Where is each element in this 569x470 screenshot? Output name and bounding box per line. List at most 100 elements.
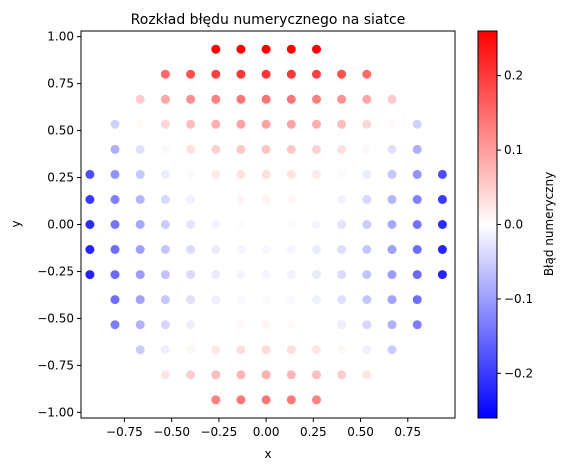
scatter-point	[186, 320, 196, 330]
scatter-point	[110, 245, 120, 254]
scatter-point	[211, 195, 221, 204]
x-tick-label: −0.50	[153, 425, 190, 439]
scatter-point	[236, 395, 246, 405]
scatter-point	[261, 345, 271, 355]
scatter-point	[186, 220, 196, 229]
scatter-point	[236, 245, 246, 254]
scatter-point	[312, 144, 321, 154]
scatter-point	[337, 220, 347, 229]
colorbar-label: Błąd numeryczny	[542, 172, 556, 276]
y-tick-label: −0.75	[37, 358, 74, 372]
scatter-point	[337, 270, 347, 280]
scatter-point	[362, 94, 372, 104]
scatter-point	[437, 270, 447, 280]
scatter-point	[186, 295, 196, 305]
y-tick-label: 0.75	[47, 77, 74, 91]
colorbar-tick-label: 0.2	[504, 69, 523, 83]
colorbar-tick-label: −0.1	[504, 292, 533, 306]
scatter-point	[110, 144, 120, 154]
colorbar-tick-label: −0.2	[504, 366, 533, 380]
scatter-point	[286, 69, 296, 79]
scatter-point	[312, 245, 321, 254]
scatter-point	[286, 295, 296, 305]
scatter-point	[312, 270, 321, 280]
scatter-point	[362, 69, 372, 79]
scatter-point	[160, 370, 170, 380]
scatter-point	[236, 94, 246, 104]
chart-title: Rozkład błędu numerycznego na siatce	[131, 12, 406, 28]
scatter-point	[286, 195, 296, 204]
y-axis-label: y	[9, 220, 23, 227]
scatter-point	[286, 270, 296, 280]
scatter-point	[286, 144, 296, 154]
scatter-point	[337, 69, 347, 79]
scatter-point	[85, 169, 95, 179]
x-tick-label: −0.75	[106, 425, 143, 439]
scatter-point	[387, 94, 397, 104]
scatter-point	[437, 169, 447, 179]
scatter-point	[236, 144, 246, 154]
scatter-point	[236, 119, 246, 129]
scatter-point	[135, 144, 145, 154]
scatter-point	[286, 245, 296, 254]
x-tick-label: 0.50	[347, 425, 374, 439]
scatter-point	[110, 119, 120, 129]
scatter-point	[135, 295, 145, 305]
scatter-point	[362, 144, 372, 154]
colorbar-tick-label: 0.1	[504, 143, 523, 157]
scatter-point	[337, 370, 347, 380]
scatter-point	[337, 345, 347, 355]
scatter-point	[337, 94, 347, 104]
scatter-point	[286, 320, 296, 330]
scatter-point	[85, 270, 95, 280]
scatter-point	[286, 44, 296, 54]
scatter-point	[387, 295, 397, 305]
scatter-point	[186, 144, 196, 154]
scatter-point	[85, 245, 95, 254]
scatter-point	[211, 69, 221, 79]
scatter-point	[312, 395, 321, 405]
scatter-point	[412, 169, 422, 179]
scatter-point	[261, 320, 271, 330]
colorbar-gradient	[477, 30, 498, 419]
scatter-point	[261, 295, 271, 305]
scatter-point	[286, 220, 296, 229]
scatter-point	[160, 169, 170, 179]
y-tick-label: 1.00	[47, 30, 74, 44]
scatter-point	[312, 44, 321, 54]
scatter-point	[362, 245, 372, 254]
scatter-point	[286, 370, 296, 380]
scatter-point	[186, 94, 196, 104]
scatter-point	[337, 245, 347, 254]
x-axis: −0.75 −0.50 −0.25 0.00 0.25 0.50 0.75	[106, 418, 421, 439]
scatter-point	[135, 320, 145, 330]
scatter-point	[135, 345, 145, 355]
scatter-point	[312, 69, 321, 79]
scatter-point	[412, 220, 422, 229]
scatter-point	[437, 245, 447, 254]
scatter-point	[186, 69, 196, 79]
scatter-point	[387, 320, 397, 330]
scatter-point	[337, 119, 347, 129]
scatter-point	[160, 245, 170, 254]
scatter-point	[160, 270, 170, 280]
scatter-point	[211, 395, 221, 405]
scatter-point	[211, 94, 221, 104]
scatter-point	[236, 370, 246, 380]
scatter-point	[362, 270, 372, 280]
scatter-point	[236, 69, 246, 79]
scatter-point	[387, 245, 397, 254]
scatter-point	[186, 345, 196, 355]
scatter-point	[286, 119, 296, 129]
scatter-point	[236, 320, 246, 330]
scatter-point	[135, 169, 145, 179]
scatter-point	[160, 220, 170, 229]
scatter-point	[135, 220, 145, 229]
y-tick-label: −1.00	[37, 405, 74, 419]
y-tick-label: 0.50	[47, 124, 74, 138]
scatter-point	[186, 169, 196, 179]
scatter-point	[261, 220, 271, 229]
scatter-point	[312, 195, 321, 204]
scatter-point	[261, 195, 271, 204]
